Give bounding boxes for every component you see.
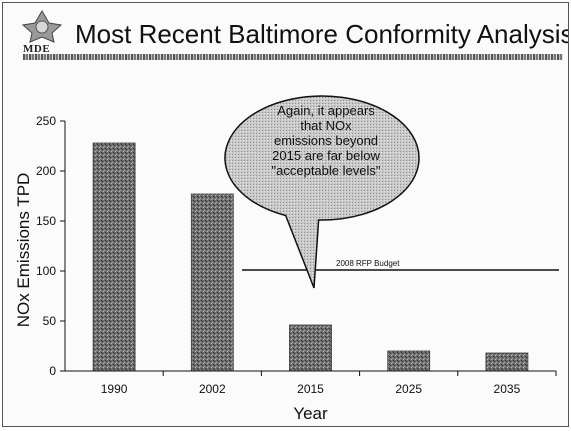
callout-line: 2015 are far below xyxy=(272,148,380,163)
bar-2025 xyxy=(387,350,431,372)
y-tick-label: 0 xyxy=(49,364,56,378)
rfp-budget-label: 2008 RFP Budget xyxy=(336,259,400,268)
y-tick-label: 200 xyxy=(36,164,56,178)
mde-logo: MDE xyxy=(21,9,63,57)
axes xyxy=(64,121,556,372)
callout-line: "acceptable levels" xyxy=(272,163,381,178)
mde-logo-text: MDE xyxy=(23,43,51,55)
callout-line: that NOx xyxy=(300,118,352,133)
y-axis-label: NOx Emissions TPD xyxy=(14,173,33,328)
slide: MDE Most Recent Baltimore Conformity Ana… xyxy=(2,2,569,427)
y-tick-label: 150 xyxy=(36,214,56,228)
bar-2015 xyxy=(289,324,332,372)
callout-shape xyxy=(224,95,420,289)
x-tick-label: 2002 xyxy=(199,382,226,396)
bar-1990 xyxy=(92,142,136,372)
bars xyxy=(92,142,529,372)
mde-logo-mark xyxy=(21,10,63,43)
y-tick-label: 250 xyxy=(36,114,56,128)
title-underline xyxy=(23,54,563,60)
callout-line: emissions beyond xyxy=(274,133,378,148)
x-axis-label: Year xyxy=(293,404,328,423)
y-ticks: 0 50 100 150 200 250 xyxy=(36,114,65,378)
reference-line-layer: 2008 RFP Budget xyxy=(242,259,559,271)
y-tick-label: 50 xyxy=(43,314,57,328)
x-tick-label: 2035 xyxy=(494,382,521,396)
page-title: Most Recent Baltimore Conformity Analysi… xyxy=(75,19,569,49)
callout-line: Again, it appears xyxy=(277,103,375,118)
x-tick-label: 1990 xyxy=(101,382,128,396)
x-ticks: 1990 2002 2015 2025 2035 xyxy=(101,371,557,396)
chart: 2008 RFP Budget 0 50 100 150 200 250 1990 2002… xyxy=(14,95,559,423)
y-tick-label: 100 xyxy=(36,264,56,278)
bar-2002 xyxy=(190,193,234,372)
x-tick-label: 2015 xyxy=(297,382,324,396)
bar-2035 xyxy=(485,352,529,372)
x-tick-label: 2025 xyxy=(395,382,422,396)
